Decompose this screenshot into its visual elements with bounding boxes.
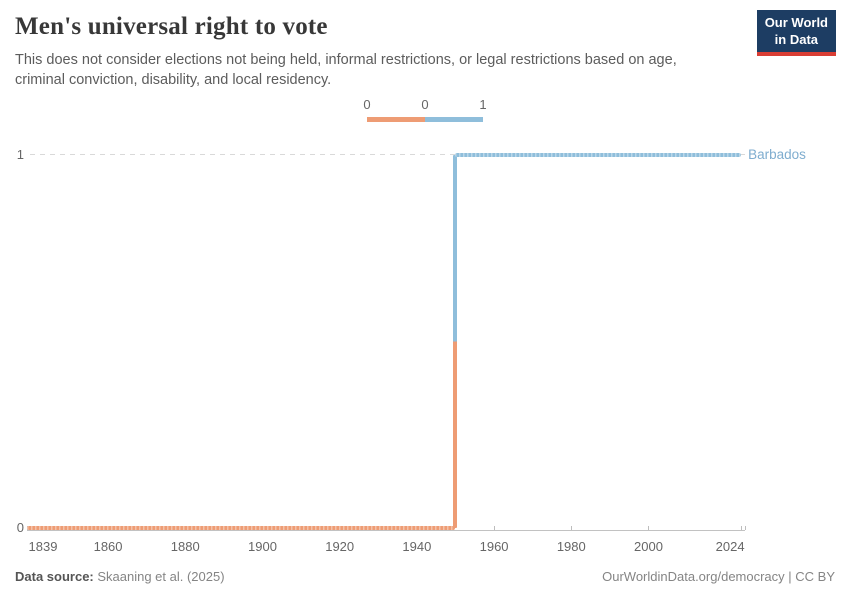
x-axis-label-2024: 2024 [715,539,745,554]
color-scale-legend: 0 0 1 [363,97,487,124]
legend-label-0b: 0 [421,97,429,112]
x-axis-label-1920: 1920 [325,539,355,554]
data-source-value: Skaaning et al. (2025) [93,569,225,584]
series-segment-value-0[interactable] [27,526,456,530]
footer-license-link[interactable]: OurWorldinData.org/democracy | CC BY [602,569,835,584]
owid-logo-line2: in Data [774,31,819,47]
series-segment-value-1[interactable] [455,153,742,157]
data-source-note: Data source: Skaaning et al. (2025) [15,569,225,584]
owid-logo-line1: Our World [764,15,828,30]
owid-logo: Our World in Data [756,10,836,56]
x-axis-label-1960: 1960 [479,539,509,554]
x-axis-line [27,530,745,531]
x-tick-1960 [494,526,496,530]
data-source-label: Data source: [15,569,94,584]
x-tick-1980 [571,526,573,530]
x-tick-2000 [648,526,650,530]
x-axis-label-1900: 1900 [248,539,277,554]
entity-label-barbados[interactable]: Barbados [748,147,806,162]
legend-label-0a: 0 [363,97,371,112]
chart-subtitle: This does not consider elections not bei… [15,52,677,88]
x-tick-2024 [741,526,743,530]
legend-label-1: 1 [479,97,487,112]
x-axis-label-1880: 1880 [170,539,200,554]
x-axis-label-2000: 2000 [634,539,663,554]
legend-bar-value-0[interactable] [367,117,425,122]
y-axis-label-0: 0 [16,520,24,535]
x-axis-end-tick [745,526,746,530]
x-axis-label-1940: 1940 [402,539,432,554]
x-axis-label-1839: 1839 [28,539,58,554]
x-axis-label-1860: 1860 [93,539,123,554]
page-title: Men's universal right to vote [15,13,328,40]
y-axis-label-1: 1 [16,147,24,162]
gridline-y1 [30,154,745,155]
x-axis-label-1980: 1980 [556,539,586,554]
series-step-connector [453,155,458,528]
legend-bar-value-1[interactable] [425,117,483,122]
